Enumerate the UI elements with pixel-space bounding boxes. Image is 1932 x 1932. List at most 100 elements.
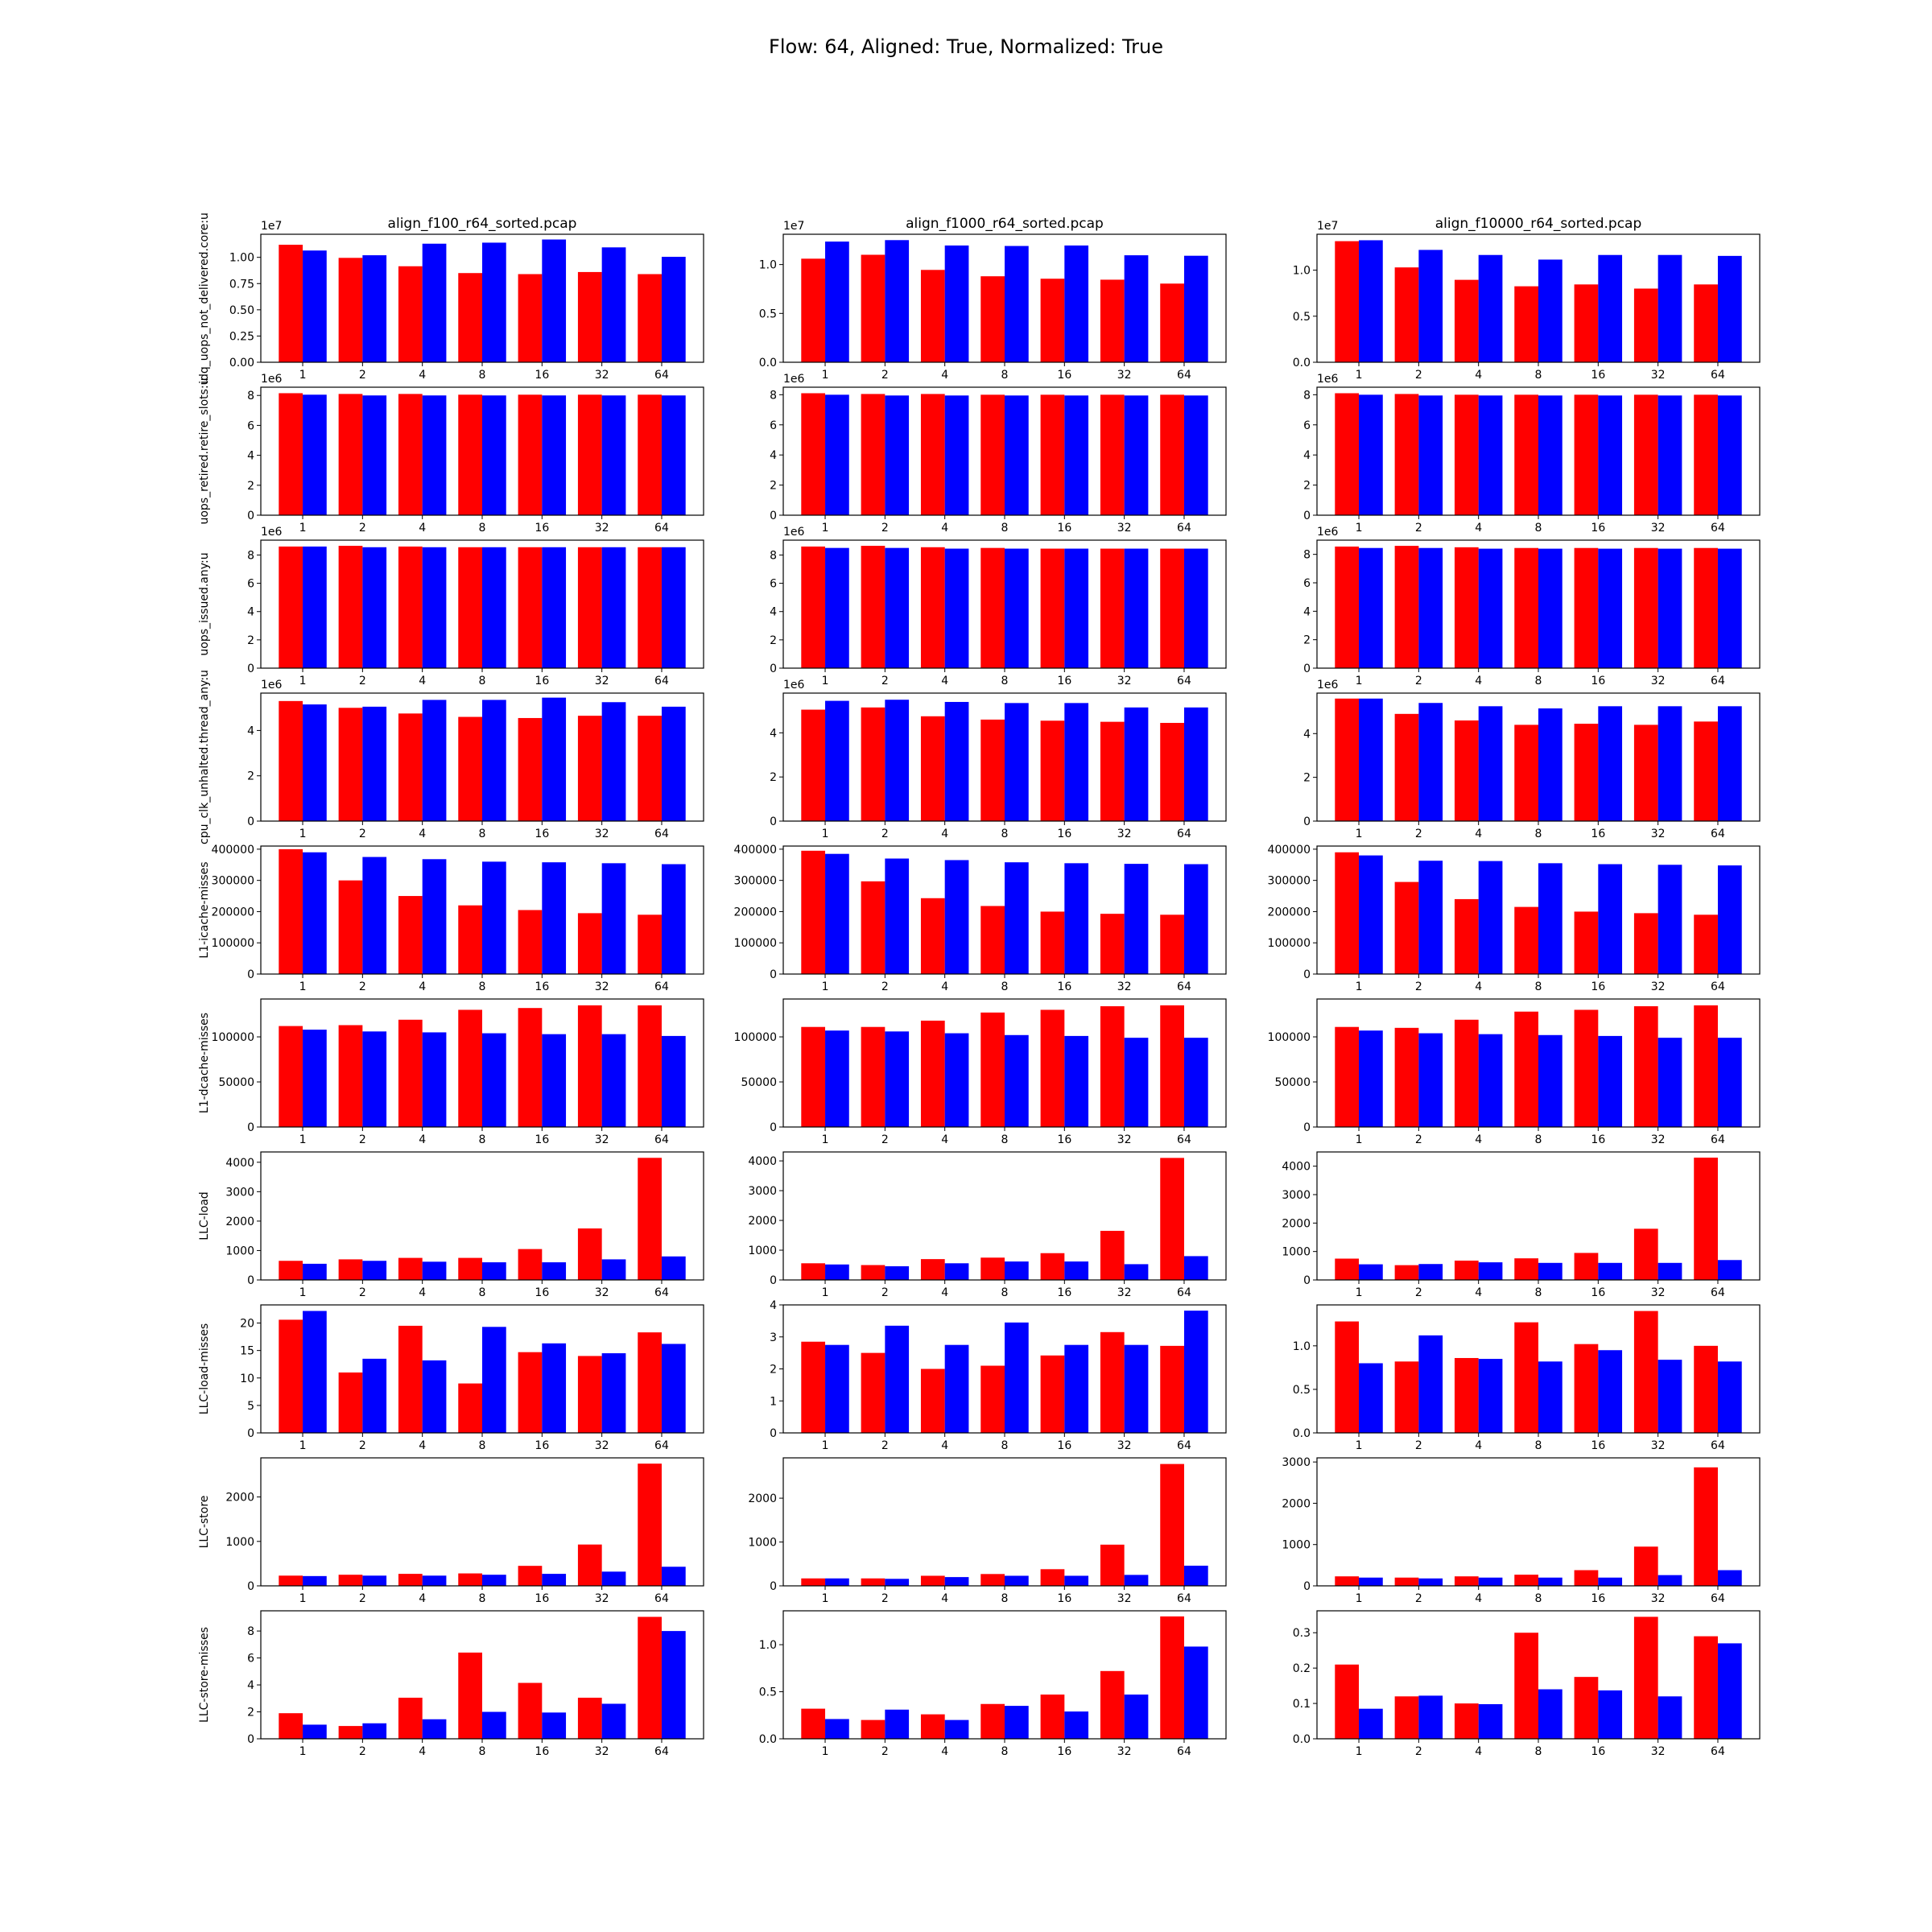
xtick-label-8: 8 xyxy=(1535,369,1542,382)
bar-s0-16 xyxy=(1040,1569,1065,1586)
xtick-label-1: 1 xyxy=(299,522,307,535)
ytick-label: 8 xyxy=(247,390,254,402)
bar-s1-64 xyxy=(1183,864,1208,974)
bar-s1-4 xyxy=(944,395,969,515)
ytick-label: 2 xyxy=(770,634,777,647)
xtick-label-1: 1 xyxy=(822,1439,829,1452)
xtick-label-64: 64 xyxy=(654,1439,669,1452)
ytick-label: 0.5 xyxy=(1293,311,1311,324)
bar-s1-16 xyxy=(1064,548,1089,668)
bar-s0-2 xyxy=(338,1726,363,1739)
xtick-label-4: 4 xyxy=(419,1286,426,1299)
bar-s1-64 xyxy=(1717,1361,1742,1433)
xtick-label-2: 2 xyxy=(1415,1745,1422,1758)
bar-s1-8 xyxy=(1538,1361,1563,1433)
bar-s1-2 xyxy=(1418,1578,1443,1586)
bar-s0-1 xyxy=(801,1026,826,1127)
xtick-label-32: 32 xyxy=(1117,1133,1132,1146)
xtick-label-64: 64 xyxy=(1177,1592,1191,1605)
subplot-r9-c1: 1 2 4 8 16 32 64 0.0 0.5 1.0 xyxy=(759,1610,1227,1758)
bar-s1-32 xyxy=(601,547,626,668)
xtick-label-4: 4 xyxy=(419,980,426,993)
axes-frame xyxy=(260,1457,704,1587)
bar-s0-8 xyxy=(1514,1633,1538,1739)
bar-s1-32 xyxy=(1124,1264,1149,1280)
xtick-label-2: 2 xyxy=(881,1286,889,1299)
bar-s1-4 xyxy=(944,245,969,362)
ytick-label: 2000 xyxy=(225,1492,254,1505)
bar-s1-2 xyxy=(1418,861,1443,974)
bar-s1-2 xyxy=(362,1575,387,1586)
bar-s0-8 xyxy=(980,1703,1005,1739)
bar-s0-64 xyxy=(1160,394,1184,515)
xtick-label-16: 16 xyxy=(535,1286,549,1299)
ytick-label: 100000 xyxy=(734,937,777,950)
bar-s0-1 xyxy=(1335,1664,1360,1739)
ytick-label: 0 xyxy=(1303,1274,1311,1287)
figure-suptitle: Flow: 64, Aligned: True, Normalized: Tru… xyxy=(769,35,1163,58)
bar-s0-16 xyxy=(518,1352,543,1433)
bar-s0-8 xyxy=(980,547,1005,668)
bar-s1-4 xyxy=(1478,1703,1503,1739)
bar-s1-16 xyxy=(542,1262,567,1280)
ytick-label: 300000 xyxy=(212,875,254,888)
bar-s0-16 xyxy=(1574,1253,1599,1280)
bar-s0-2 xyxy=(861,881,886,974)
ytick-label: 0 xyxy=(1303,968,1311,981)
ylabel: cpu_clk_unhalted.thread_any:u xyxy=(198,670,211,844)
bar-s0-2 xyxy=(861,1578,886,1586)
bar-s0-32 xyxy=(577,394,602,515)
bar-s0-4 xyxy=(920,898,945,974)
xtick-label-8: 8 xyxy=(1535,1286,1542,1299)
bar-s0-32 xyxy=(1633,394,1658,515)
bar-s0-16 xyxy=(1574,911,1599,974)
bar-s0-8 xyxy=(1514,724,1538,821)
bar-s0-1 xyxy=(801,258,826,362)
ytick-label: 100000 xyxy=(734,1031,777,1044)
bar-s1-2 xyxy=(1418,1695,1443,1739)
bar-s1-8 xyxy=(1538,1577,1563,1586)
bar-s1-64 xyxy=(1183,1311,1208,1433)
xtick-label-1: 1 xyxy=(299,1439,307,1452)
ytick-label: 4 xyxy=(770,606,777,619)
bar-s0-2 xyxy=(861,1719,886,1739)
ytick-label: 0 xyxy=(1303,1121,1311,1134)
xtick-label-16: 16 xyxy=(1591,1133,1605,1146)
subplot-r6-c2: 1 2 4 8 16 32 64 0 1000 2000 3000 4000 xyxy=(1282,1151,1761,1299)
xtick-label-64: 64 xyxy=(1177,828,1191,840)
bar-s1-32 xyxy=(1124,1695,1149,1739)
ytick-label: 0.0 xyxy=(759,357,777,369)
xtick-label-1: 1 xyxy=(1356,980,1363,993)
ytick-label: 0.25 xyxy=(229,330,254,343)
ytick-label: 400000 xyxy=(734,844,777,857)
xtick-label-4: 4 xyxy=(1475,522,1482,535)
ytick-label: 4 xyxy=(247,606,254,619)
xtick-label-64: 64 xyxy=(654,1133,669,1146)
bar-s1-8 xyxy=(482,1262,506,1280)
ytick-label: 1.0 xyxy=(1293,1340,1311,1353)
bar-s1-1 xyxy=(1359,1030,1383,1127)
bar-s0-64 xyxy=(1694,394,1718,515)
subplot-r1-c2: 1 2 4 8 16 32 64 0 2 4 6 8 1e6 xyxy=(1303,373,1761,535)
ytick-label: 4000 xyxy=(1282,1161,1311,1174)
xtick-label-32: 32 xyxy=(595,1745,609,1758)
bar-s0-64 xyxy=(1160,1005,1184,1127)
xtick-label-64: 64 xyxy=(1177,1286,1191,1299)
bar-s0-4 xyxy=(920,270,945,362)
bar-s1-32 xyxy=(1124,864,1149,974)
bar-s0-4 xyxy=(398,266,423,362)
ytick-label: 20 xyxy=(240,1318,254,1331)
xtick-label-64: 64 xyxy=(1711,522,1725,535)
bar-s1-4 xyxy=(944,1033,969,1127)
bar-s1-16 xyxy=(1064,863,1089,974)
bar-s1-4 xyxy=(1478,1034,1503,1127)
bar-s1-8 xyxy=(1538,1034,1563,1127)
bar-s0-16 xyxy=(1040,1009,1065,1127)
axis-offset-label: 1e6 xyxy=(1317,679,1339,691)
bar-s0-32 xyxy=(577,1697,602,1739)
ytick-label: 2 xyxy=(1303,772,1311,785)
bar-s0-32 xyxy=(1100,1230,1125,1280)
ytick-label: 200000 xyxy=(734,906,777,919)
bar-s0-8 xyxy=(980,1012,1005,1127)
